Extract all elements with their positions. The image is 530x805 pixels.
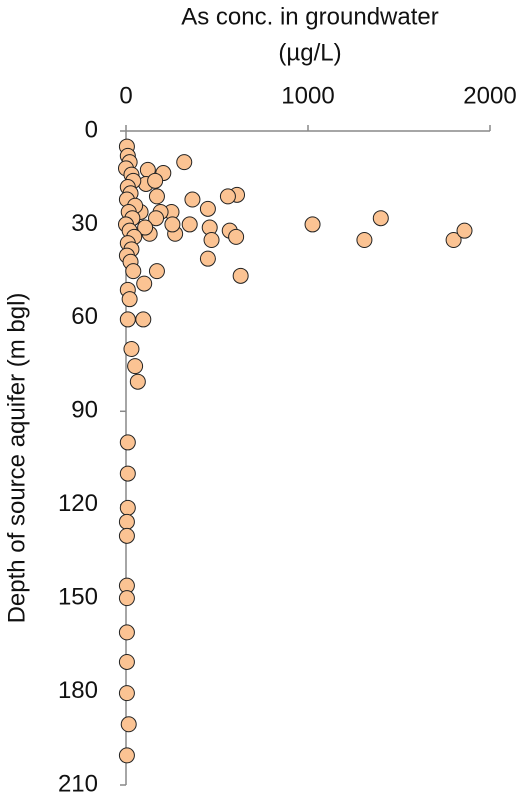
y-tick-label: 30 [71,210,98,237]
data-point [125,263,142,280]
data-point [164,216,181,233]
data-point [199,250,216,267]
x-axis-title: As conc. in groundwater [181,3,438,30]
data-point [135,311,152,328]
data-point [119,465,136,482]
data-point [118,527,135,544]
data-point [219,188,236,205]
data-point [184,191,201,208]
data-point [181,216,198,233]
data-point [119,311,136,328]
data-point [147,172,164,189]
y-axis-title: Depth of source aquifer (m bgl) [3,293,30,624]
data-point [356,232,373,248]
y-tick-label: 180 [58,677,98,704]
x-tick-label: 2000 [463,82,516,109]
data-point [199,200,216,217]
data-point [372,210,389,227]
data-point [119,499,136,516]
data-point [118,653,135,670]
y-tick-label: 0 [85,116,98,143]
y-tick-label: 210 [58,770,98,797]
y-tick-label: 90 [71,397,98,424]
data-point [121,291,138,308]
data-point [118,590,135,607]
data-point [137,219,154,236]
y-tick-label: 120 [58,490,98,517]
data-point [456,222,473,239]
x-tick-label: 1000 [281,82,334,109]
data-point [203,232,220,248]
data-point [232,267,249,284]
data-point [120,716,137,733]
data-point [148,188,165,205]
data-point [148,263,165,280]
data-point [228,228,245,245]
data-point [123,341,140,357]
y-tick-label: 150 [58,583,98,610]
data-point [129,373,146,390]
data-point [118,513,135,530]
data-point [176,154,193,171]
data-point [118,624,135,641]
data-point [148,210,165,227]
data-point [119,434,136,451]
data-point [445,232,462,248]
data-point [304,216,321,233]
data-point [118,685,135,702]
data-point [136,275,153,292]
x-tick-label: 0 [119,82,132,109]
x-axis-title: (µg/L) [278,39,341,66]
data-point [127,358,144,375]
data-point [118,747,135,764]
y-tick-label: 60 [71,303,98,330]
